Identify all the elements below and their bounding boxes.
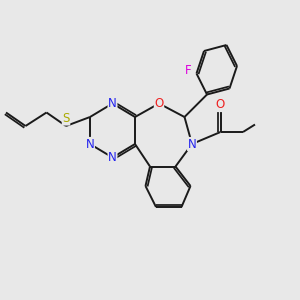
Text: F: F — [185, 64, 191, 77]
Text: N: N — [85, 137, 94, 151]
Text: N: N — [108, 97, 117, 110]
Text: O: O — [216, 98, 225, 112]
Text: N: N — [108, 151, 117, 164]
Text: O: O — [154, 97, 164, 110]
Text: N: N — [188, 137, 196, 151]
Text: S: S — [62, 112, 70, 125]
